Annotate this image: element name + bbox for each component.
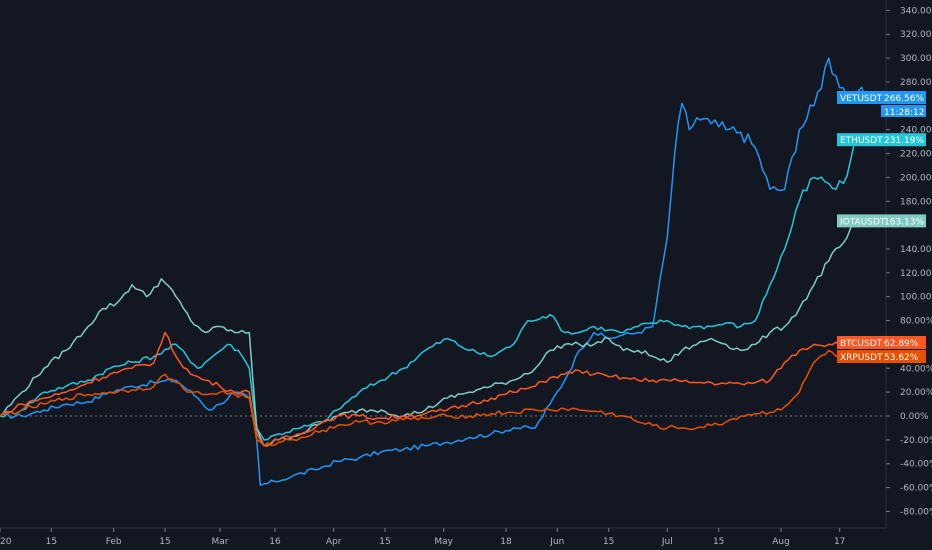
series-badge-value-bg <box>881 335 926 349</box>
y-tick-label: 80.00% <box>900 317 932 327</box>
series-line-ethusdt <box>0 138 866 441</box>
countdown-label: 11:28:12 <box>884 108 924 118</box>
series-badge-value: 266.56% <box>884 94 924 104</box>
series-line-vetusdt <box>0 57 867 486</box>
y-tick-label: 140.00% <box>900 245 932 255</box>
y-tick-label: 120.00% <box>900 269 932 279</box>
x-tick-label: 2020 <box>0 537 12 547</box>
series-badge-name-bg <box>837 335 881 349</box>
x-tick-label: 15 <box>159 537 170 547</box>
series-badge-name-bg <box>837 350 881 364</box>
y-tick-label: 340.00% <box>900 6 932 16</box>
series-line-btcusdt <box>0 331 859 447</box>
series-badge-name-bg <box>837 90 881 104</box>
series-line-iotausdt <box>0 220 859 447</box>
y-tick-label: 180.00% <box>900 197 932 207</box>
y-tick-label: 240.00% <box>900 126 932 136</box>
series-badge-ethusdt: ETHUSDT 231.19% <box>837 133 926 147</box>
x-tick-label: Aug <box>772 537 790 547</box>
y-tick-label: 40.00% <box>900 364 932 374</box>
series-badge-value: 163.13% <box>884 217 924 227</box>
series-badge-btcusdt: BTCUSDT 62.89% <box>837 335 926 349</box>
series-badge-vetusdt: VETUSDT 266.56% <box>837 90 926 104</box>
y-tick-label: 300.00% <box>900 54 932 64</box>
series-badge-value-bg <box>881 90 926 104</box>
series-badge-name-bg <box>837 214 881 228</box>
series-badge-name: BTCUSDT <box>840 339 883 349</box>
series-badge-name: ETHUSDT <box>840 136 883 146</box>
x-tick-label: 18 <box>500 537 512 547</box>
y-tick-label: -40.00% <box>900 460 932 470</box>
series-badge-name: XRPUSDT <box>840 353 883 363</box>
y-tick-label: 280.00% <box>900 78 932 88</box>
x-tick-label: 15 <box>46 537 57 547</box>
y-tick-label: -20.00% <box>900 436 932 446</box>
x-tick-label: 15 <box>379 537 390 547</box>
series-badge-value-bg <box>881 133 926 147</box>
y-tick-label: 320.00% <box>900 30 932 40</box>
y-tick-label: 0.00% <box>900 412 929 422</box>
x-tick-label: May <box>434 537 453 547</box>
x-tick-label: Jun <box>549 537 564 547</box>
series-badge-xrpusdt: XRPUSDT 53.62% <box>837 350 926 364</box>
series-badge-name: IOTAUSDT <box>840 217 886 227</box>
x-tick-label: Feb <box>106 537 122 547</box>
x-tick-label: 15 <box>713 537 724 547</box>
series-badge-value: 231.19% <box>884 136 924 146</box>
x-tick-label: Mar <box>212 537 229 547</box>
y-tick-label: 220.00% <box>900 150 932 160</box>
countdown-bg <box>881 104 926 117</box>
x-tick-label: 17 <box>834 537 845 547</box>
x-tick-label: Jul <box>661 537 673 547</box>
y-tick-label: -60.00% <box>900 484 932 494</box>
series-badge-value-bg <box>881 214 926 228</box>
series-badge-name: VETUSDT <box>840 94 883 104</box>
x-tick-label: 15 <box>603 537 614 547</box>
series-badge-value: 62.89% <box>884 339 919 349</box>
y-tick-label: 200.00% <box>900 173 932 183</box>
series-line-xrpusdt <box>0 349 859 447</box>
x-tick-label: Apr <box>326 537 342 547</box>
y-tick-label: -80.00% <box>900 507 932 517</box>
series-badge-value-bg <box>881 350 926 364</box>
series-badge-value: 53.62% <box>884 353 919 363</box>
y-tick-label: 100.00% <box>900 293 932 303</box>
x-tick-label: 16 <box>269 537 281 547</box>
y-tick-label: 20.00% <box>900 388 932 398</box>
series-badge-name-bg <box>837 133 881 147</box>
